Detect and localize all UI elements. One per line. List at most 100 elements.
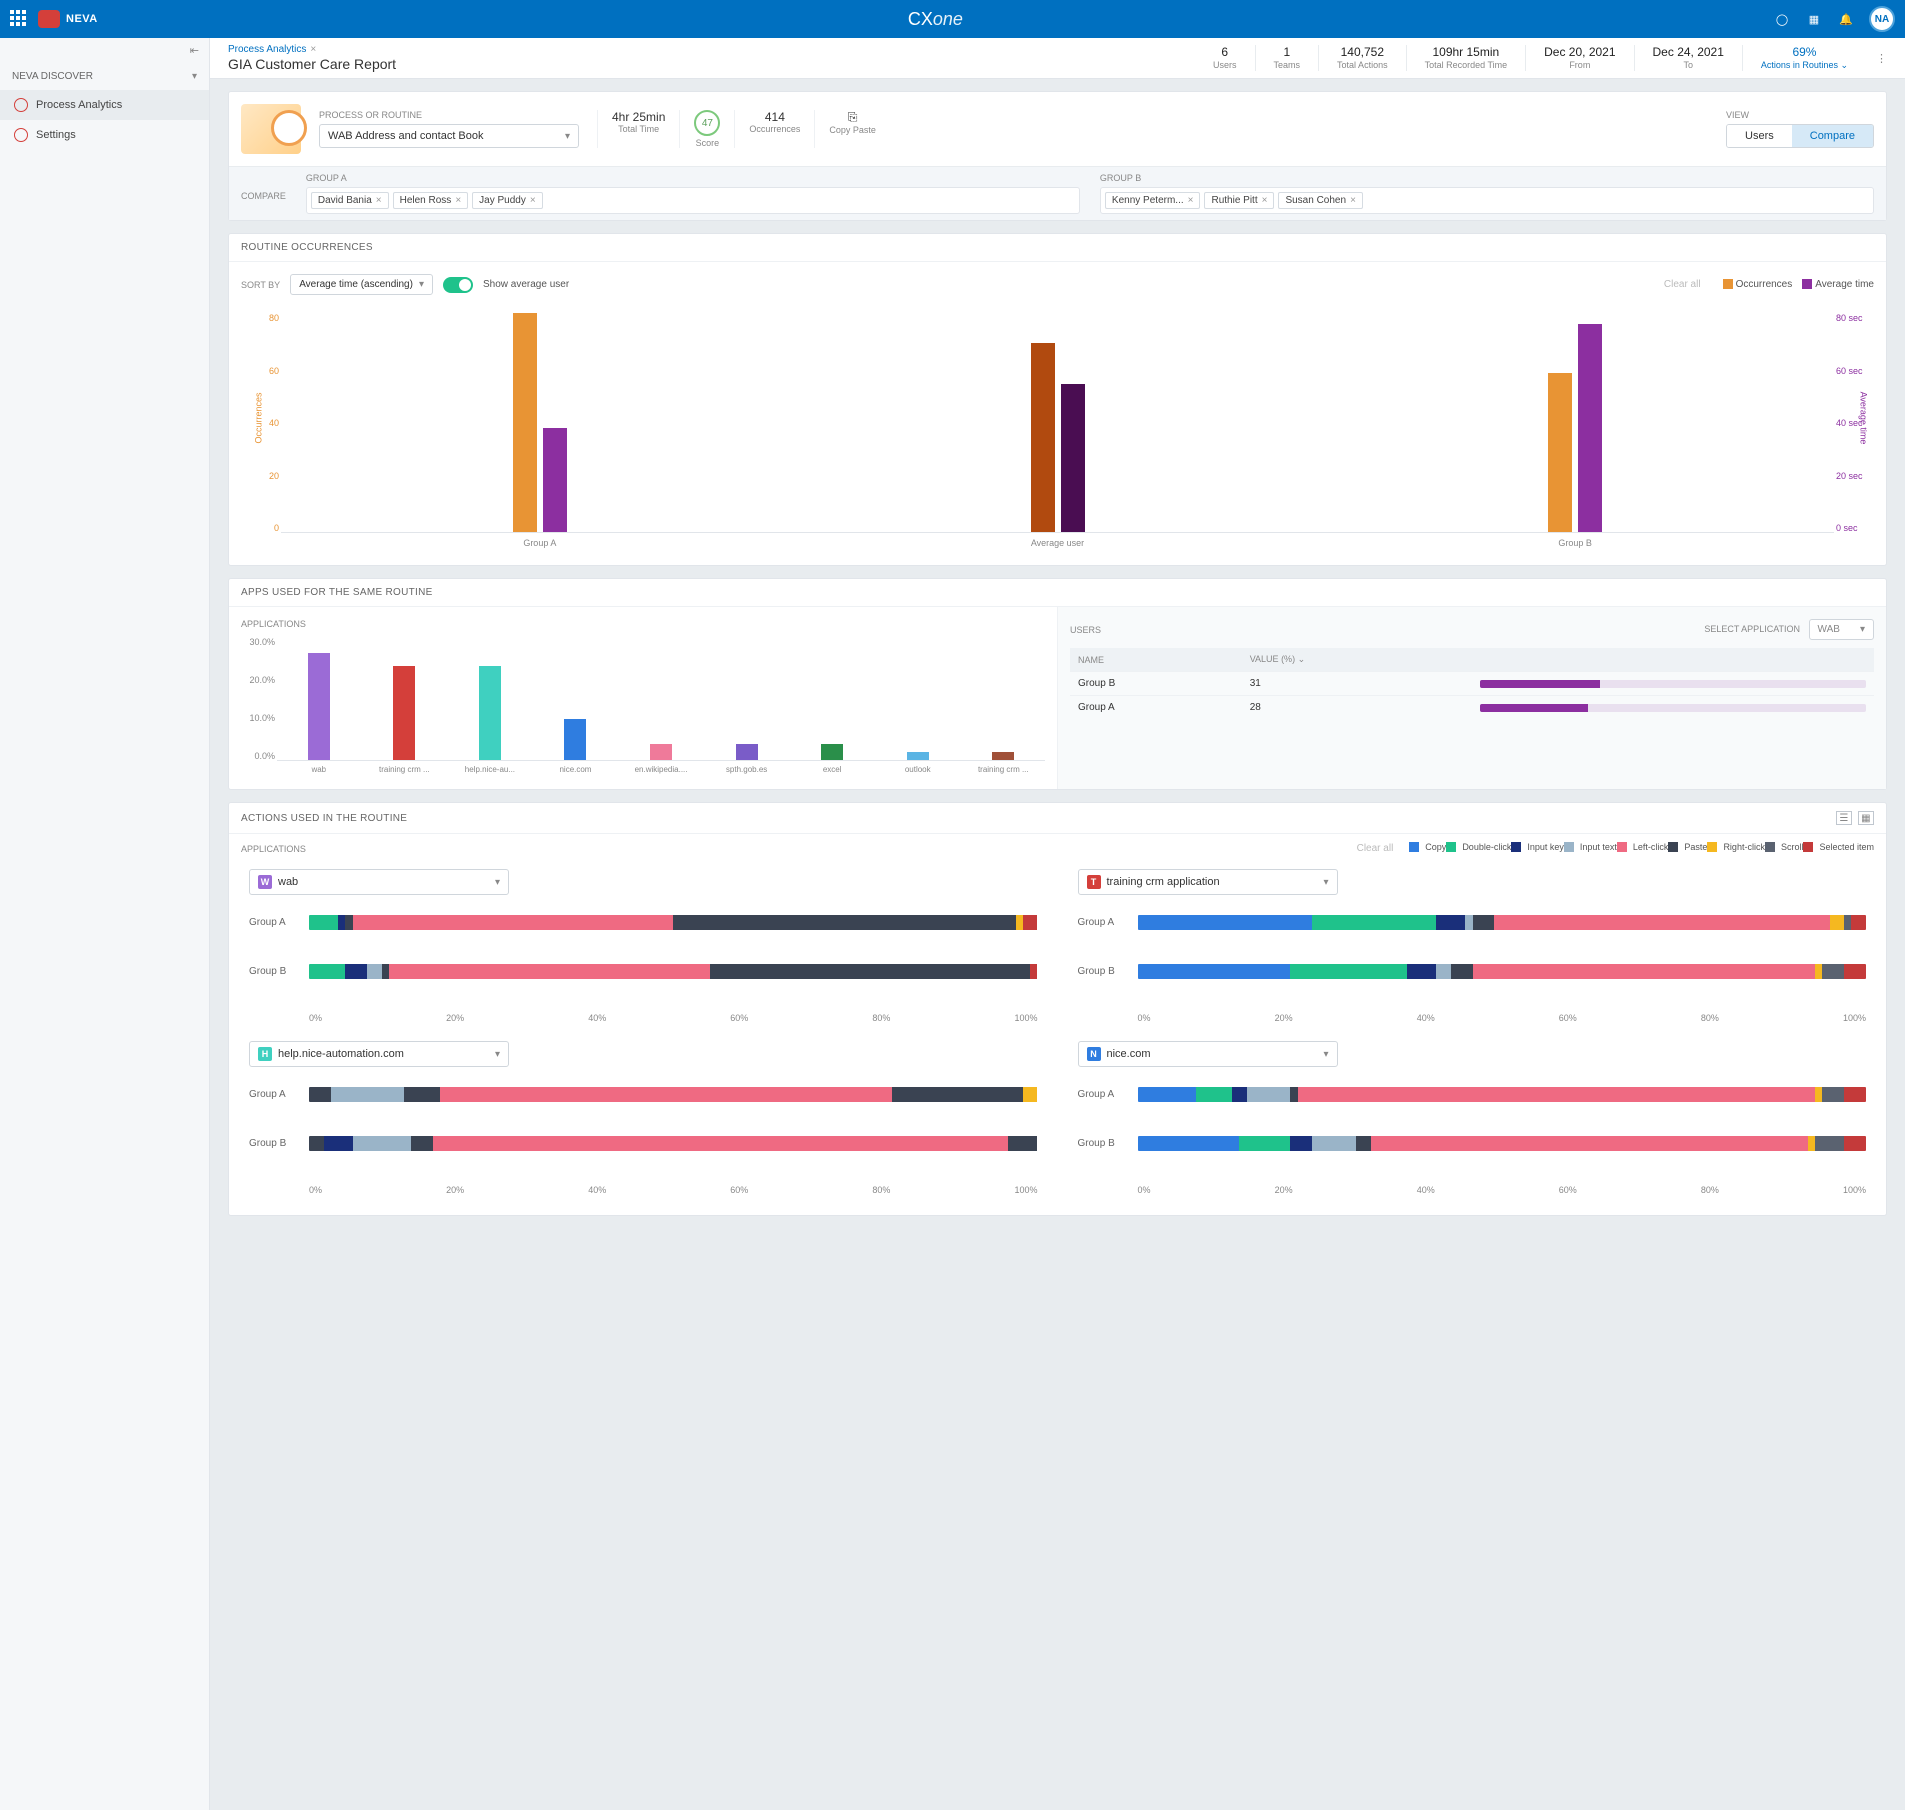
chip-remove-icon[interactable]: × bbox=[376, 195, 382, 206]
stack-segment[interactable] bbox=[1815, 1087, 1822, 1102]
legend-item[interactable]: Copy bbox=[1409, 842, 1446, 852]
avg-time-bar[interactable] bbox=[543, 428, 567, 532]
view-compare-button[interactable]: Compare bbox=[1792, 125, 1873, 147]
help-icon[interactable]: ◯ bbox=[1773, 10, 1791, 28]
legend-item[interactable]: Right-click bbox=[1707, 842, 1765, 852]
legend-item[interactable]: Selected item bbox=[1803, 842, 1874, 852]
user-chip[interactable]: Jay Puddy× bbox=[472, 192, 543, 209]
legend-item[interactable]: Input key bbox=[1511, 842, 1564, 852]
sortby-select[interactable]: Average time (ascending) bbox=[290, 274, 433, 295]
stack-segment[interactable] bbox=[1844, 964, 1866, 979]
stack-segment[interactable] bbox=[1465, 915, 1472, 930]
stack-segment[interactable] bbox=[1312, 915, 1436, 930]
stack-segment[interactable] bbox=[1247, 1087, 1291, 1102]
stacked-bar[interactable] bbox=[309, 1136, 1038, 1151]
stacked-bar[interactable] bbox=[1138, 1087, 1867, 1102]
app-bar[interactable] bbox=[308, 653, 330, 760]
app-bar[interactable] bbox=[393, 666, 415, 760]
chip-remove-icon[interactable]: × bbox=[1188, 195, 1194, 206]
sidebar-item-process-analytics[interactable]: Process Analytics bbox=[0, 90, 209, 120]
stack-segment[interactable] bbox=[433, 1136, 1009, 1151]
stack-segment[interactable] bbox=[1436, 915, 1465, 930]
group-a-chips[interactable]: David Bania×Helen Ross×Jay Puddy× bbox=[306, 187, 1080, 214]
apps-grid-icon[interactable] bbox=[10, 10, 28, 28]
stack-segment[interactable] bbox=[1239, 1136, 1290, 1151]
stack-segment[interactable] bbox=[1298, 1087, 1815, 1102]
stack-segment[interactable] bbox=[1830, 915, 1845, 930]
bell-icon[interactable]: 🔔 bbox=[1837, 10, 1855, 28]
stacked-bar[interactable] bbox=[1138, 964, 1867, 979]
actions-clear-all[interactable]: Clear all bbox=[1357, 843, 1394, 854]
view-users-button[interactable]: Users bbox=[1727, 125, 1792, 147]
stack-segment[interactable] bbox=[1290, 964, 1407, 979]
stacked-bar[interactable] bbox=[309, 915, 1038, 930]
user-chip[interactable]: Susan Cohen× bbox=[1278, 192, 1362, 209]
stack-segment[interactable] bbox=[309, 1087, 331, 1102]
stack-segment[interactable] bbox=[411, 1136, 433, 1151]
stack-segment[interactable] bbox=[1407, 964, 1436, 979]
stack-segment[interactable] bbox=[1030, 964, 1037, 979]
sidebar-item-settings[interactable]: Settings bbox=[0, 120, 209, 150]
stack-segment[interactable] bbox=[1844, 915, 1851, 930]
legend-item[interactable]: Double-click bbox=[1446, 842, 1511, 852]
stack-segment[interactable] bbox=[1371, 1136, 1808, 1151]
chip-remove-icon[interactable]: × bbox=[1262, 195, 1268, 206]
stack-segment[interactable] bbox=[1822, 964, 1844, 979]
occurrences-bar[interactable] bbox=[1031, 343, 1055, 532]
metric-actions-in-routines-[interactable]: 69%Actions in Routines ⌄ bbox=[1742, 45, 1866, 71]
app-bar[interactable] bbox=[992, 752, 1014, 760]
legend-item[interactable]: Input text bbox=[1564, 842, 1617, 852]
stack-segment[interactable] bbox=[331, 1087, 404, 1102]
breadcrumb[interactable]: Process Analytics× bbox=[228, 44, 396, 55]
stack-segment[interactable] bbox=[1815, 1136, 1844, 1151]
chip-remove-icon[interactable]: × bbox=[455, 195, 461, 206]
stack-segment[interactable] bbox=[1473, 915, 1495, 930]
stack-segment[interactable] bbox=[338, 915, 345, 930]
user-chip[interactable]: Kenny Peterm...× bbox=[1105, 192, 1201, 209]
chip-remove-icon[interactable]: × bbox=[530, 195, 536, 206]
action-app-select[interactable]: Ttraining crm application bbox=[1078, 869, 1338, 895]
app-bar[interactable] bbox=[736, 744, 758, 760]
stack-segment[interactable] bbox=[1436, 964, 1451, 979]
stack-segment[interactable] bbox=[324, 1136, 353, 1151]
copy-paste-icon[interactable]: ⎘ bbox=[829, 110, 876, 125]
app-bar[interactable] bbox=[650, 744, 672, 760]
more-icon[interactable]: ⋮ bbox=[1866, 52, 1887, 65]
stack-segment[interactable] bbox=[1815, 964, 1822, 979]
stacked-bar[interactable] bbox=[1138, 915, 1867, 930]
view-bars-icon[interactable]: ☰ bbox=[1836, 811, 1852, 825]
sidebar-section-head[interactable]: NEVA DISCOVER bbox=[0, 63, 209, 90]
stack-segment[interactable] bbox=[1290, 1136, 1312, 1151]
app-bar[interactable] bbox=[564, 719, 586, 760]
action-app-select[interactable]: Hhelp.nice-automation.com bbox=[249, 1041, 509, 1067]
close-icon[interactable]: × bbox=[310, 44, 316, 55]
stack-segment[interactable] bbox=[309, 964, 345, 979]
stack-segment[interactable] bbox=[367, 964, 382, 979]
stack-segment[interactable] bbox=[1138, 915, 1313, 930]
stack-segment[interactable] bbox=[345, 915, 352, 930]
app-bar[interactable] bbox=[479, 666, 501, 760]
stack-segment[interactable] bbox=[1808, 1136, 1815, 1151]
app-bar[interactable] bbox=[907, 752, 929, 760]
action-app-select[interactable]: Nnice.com bbox=[1078, 1041, 1338, 1067]
stack-segment[interactable] bbox=[353, 915, 674, 930]
stacked-bar[interactable] bbox=[309, 1087, 1038, 1102]
stack-segment[interactable] bbox=[309, 1136, 324, 1151]
stack-segment[interactable] bbox=[382, 964, 389, 979]
stack-segment[interactable] bbox=[404, 1087, 440, 1102]
table-row[interactable]: Group B31 bbox=[1070, 672, 1874, 696]
stack-segment[interactable] bbox=[309, 915, 338, 930]
app-bar[interactable] bbox=[821, 744, 843, 760]
stack-segment[interactable] bbox=[1232, 1087, 1247, 1102]
user-chip[interactable]: Helen Ross× bbox=[393, 192, 469, 209]
avatar[interactable]: NA bbox=[1869, 6, 1895, 32]
stack-segment[interactable] bbox=[1822, 1087, 1844, 1102]
stack-segment[interactable] bbox=[710, 964, 1031, 979]
legend-item[interactable]: Left-click bbox=[1617, 842, 1669, 852]
stack-segment[interactable] bbox=[1844, 1087, 1866, 1102]
legend-item[interactable]: Paste bbox=[1668, 842, 1707, 852]
stack-segment[interactable] bbox=[345, 964, 367, 979]
table-row[interactable]: Group A28 bbox=[1070, 696, 1874, 720]
stack-segment[interactable] bbox=[673, 915, 1015, 930]
stack-segment[interactable] bbox=[1844, 1136, 1866, 1151]
